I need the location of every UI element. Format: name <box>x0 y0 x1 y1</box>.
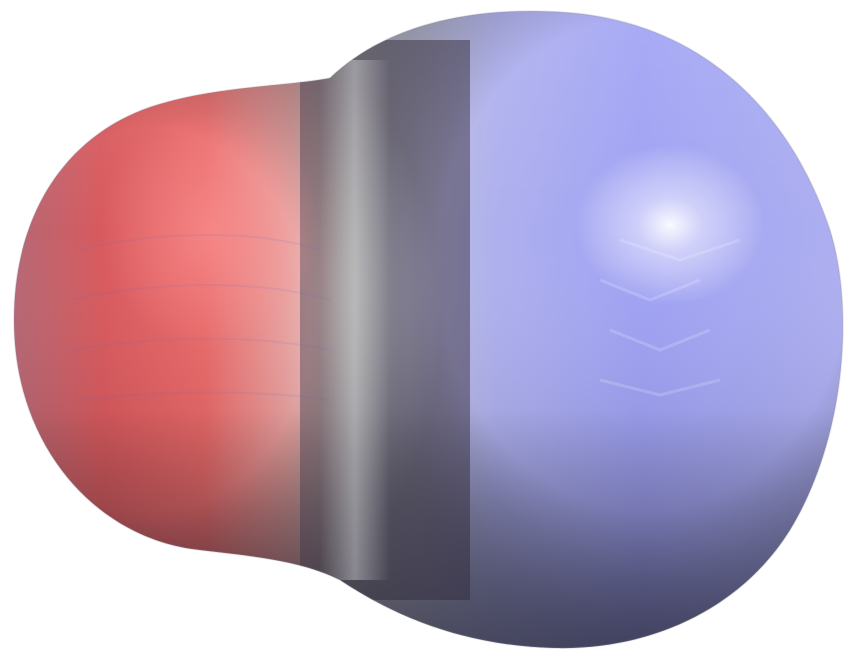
surface-body <box>14 11 843 649</box>
molecule-surface-render <box>13 10 844 649</box>
